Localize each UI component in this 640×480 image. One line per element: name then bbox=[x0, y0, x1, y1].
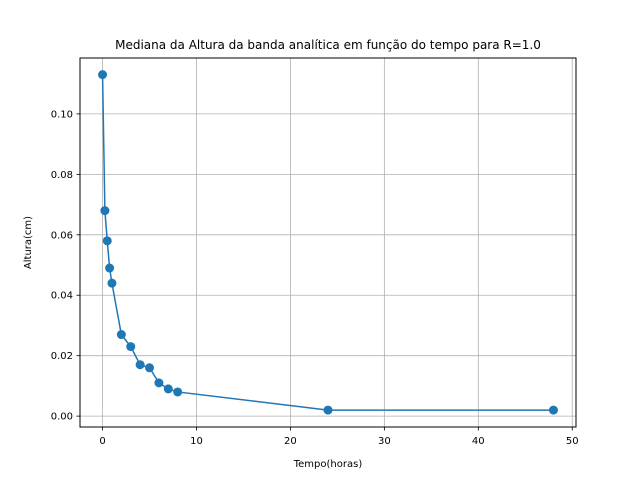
y-tick-label: 0.04 bbox=[51, 291, 73, 302]
data-point bbox=[145, 363, 155, 373]
data-point bbox=[154, 378, 164, 388]
data-point bbox=[100, 206, 110, 216]
series-line bbox=[101, 74, 554, 411]
chart-title: Mediana da Altura da banda analítica em … bbox=[115, 38, 541, 52]
data-point bbox=[163, 384, 173, 394]
grid-lines bbox=[80, 58, 576, 427]
data-point bbox=[323, 405, 333, 415]
data-point bbox=[116, 330, 126, 340]
y-tick-label: 0.08 bbox=[51, 170, 73, 181]
y-tick-label: 0.10 bbox=[51, 109, 73, 120]
data-point bbox=[126, 342, 136, 352]
data-point bbox=[548, 405, 558, 415]
series-layer bbox=[98, 70, 558, 415]
y-tick-label: 0.06 bbox=[51, 230, 73, 241]
y-axis-label: Altura(cm) bbox=[23, 216, 34, 269]
data-point bbox=[98, 70, 108, 80]
x-tick-label: 10 bbox=[190, 436, 203, 447]
x-axis-label: Tempo(horas) bbox=[293, 459, 363, 470]
x-axis-ticks: 0 10 20 30 40 50 bbox=[99, 427, 579, 447]
plot-frame bbox=[79, 57, 577, 428]
y-tick-label: 0.02 bbox=[51, 351, 73, 362]
x-tick-label: 30 bbox=[378, 436, 391, 447]
data-point bbox=[173, 387, 183, 397]
x-tick-label: 20 bbox=[284, 436, 297, 447]
y-tick-label: 0.00 bbox=[51, 412, 73, 423]
y-axis-ticks: 0.00 0.02 0.04 0.06 0.08 0.10 bbox=[51, 109, 80, 423]
x-tick-label: 50 bbox=[566, 436, 579, 447]
x-tick-label: 0 bbox=[99, 436, 105, 447]
data-point bbox=[105, 263, 115, 273]
data-point bbox=[102, 236, 112, 246]
data-point bbox=[135, 360, 145, 370]
x-tick-label: 40 bbox=[472, 436, 485, 447]
data-point bbox=[107, 278, 117, 288]
